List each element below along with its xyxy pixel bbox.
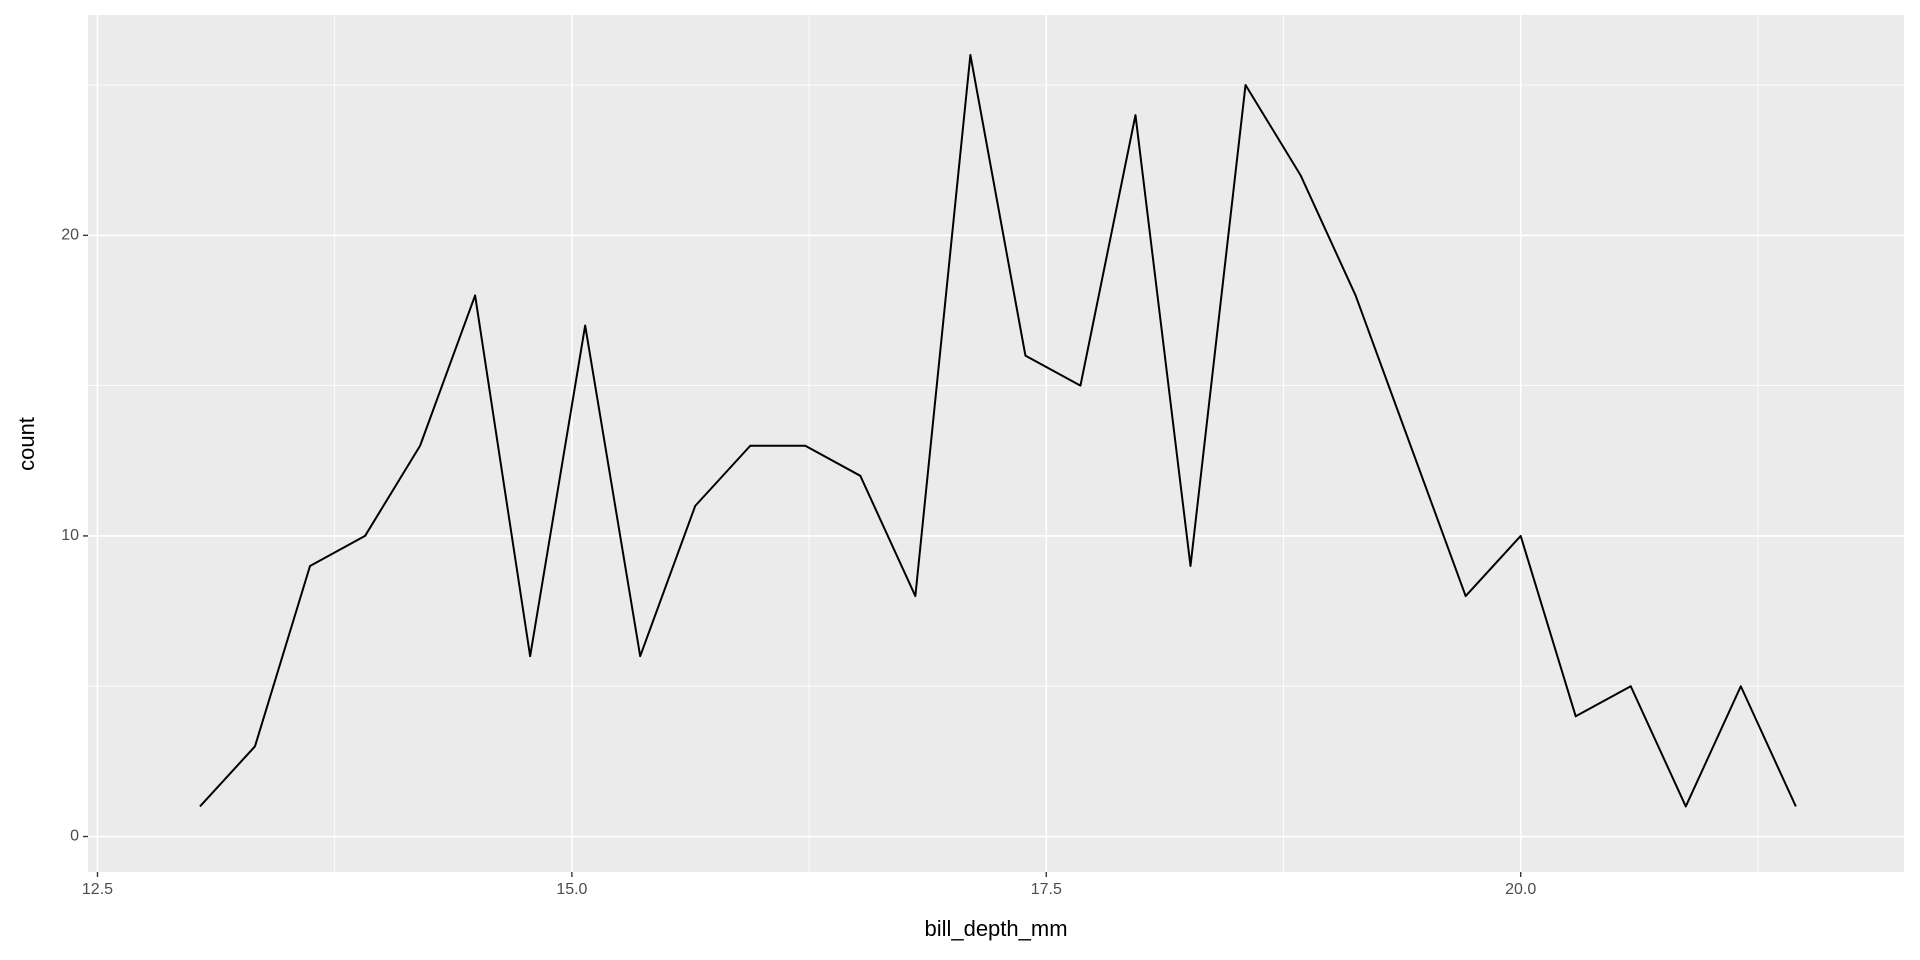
y-axis-title: count xyxy=(14,417,39,471)
x-tick-label: 12.5 xyxy=(82,881,113,898)
x-tick-label: 20.0 xyxy=(1505,881,1536,898)
data-line xyxy=(199,53,1797,808)
panel-background xyxy=(88,15,1904,872)
x-axis-title: bill_depth_mm xyxy=(924,916,1067,941)
y-tick-label: 0 xyxy=(70,828,79,845)
x-tick-label: 17.5 xyxy=(1031,881,1062,898)
x-tick-label: 15.0 xyxy=(556,881,587,898)
y-tick-label: 10 xyxy=(61,527,79,544)
y-tick-label: 20 xyxy=(61,227,79,244)
